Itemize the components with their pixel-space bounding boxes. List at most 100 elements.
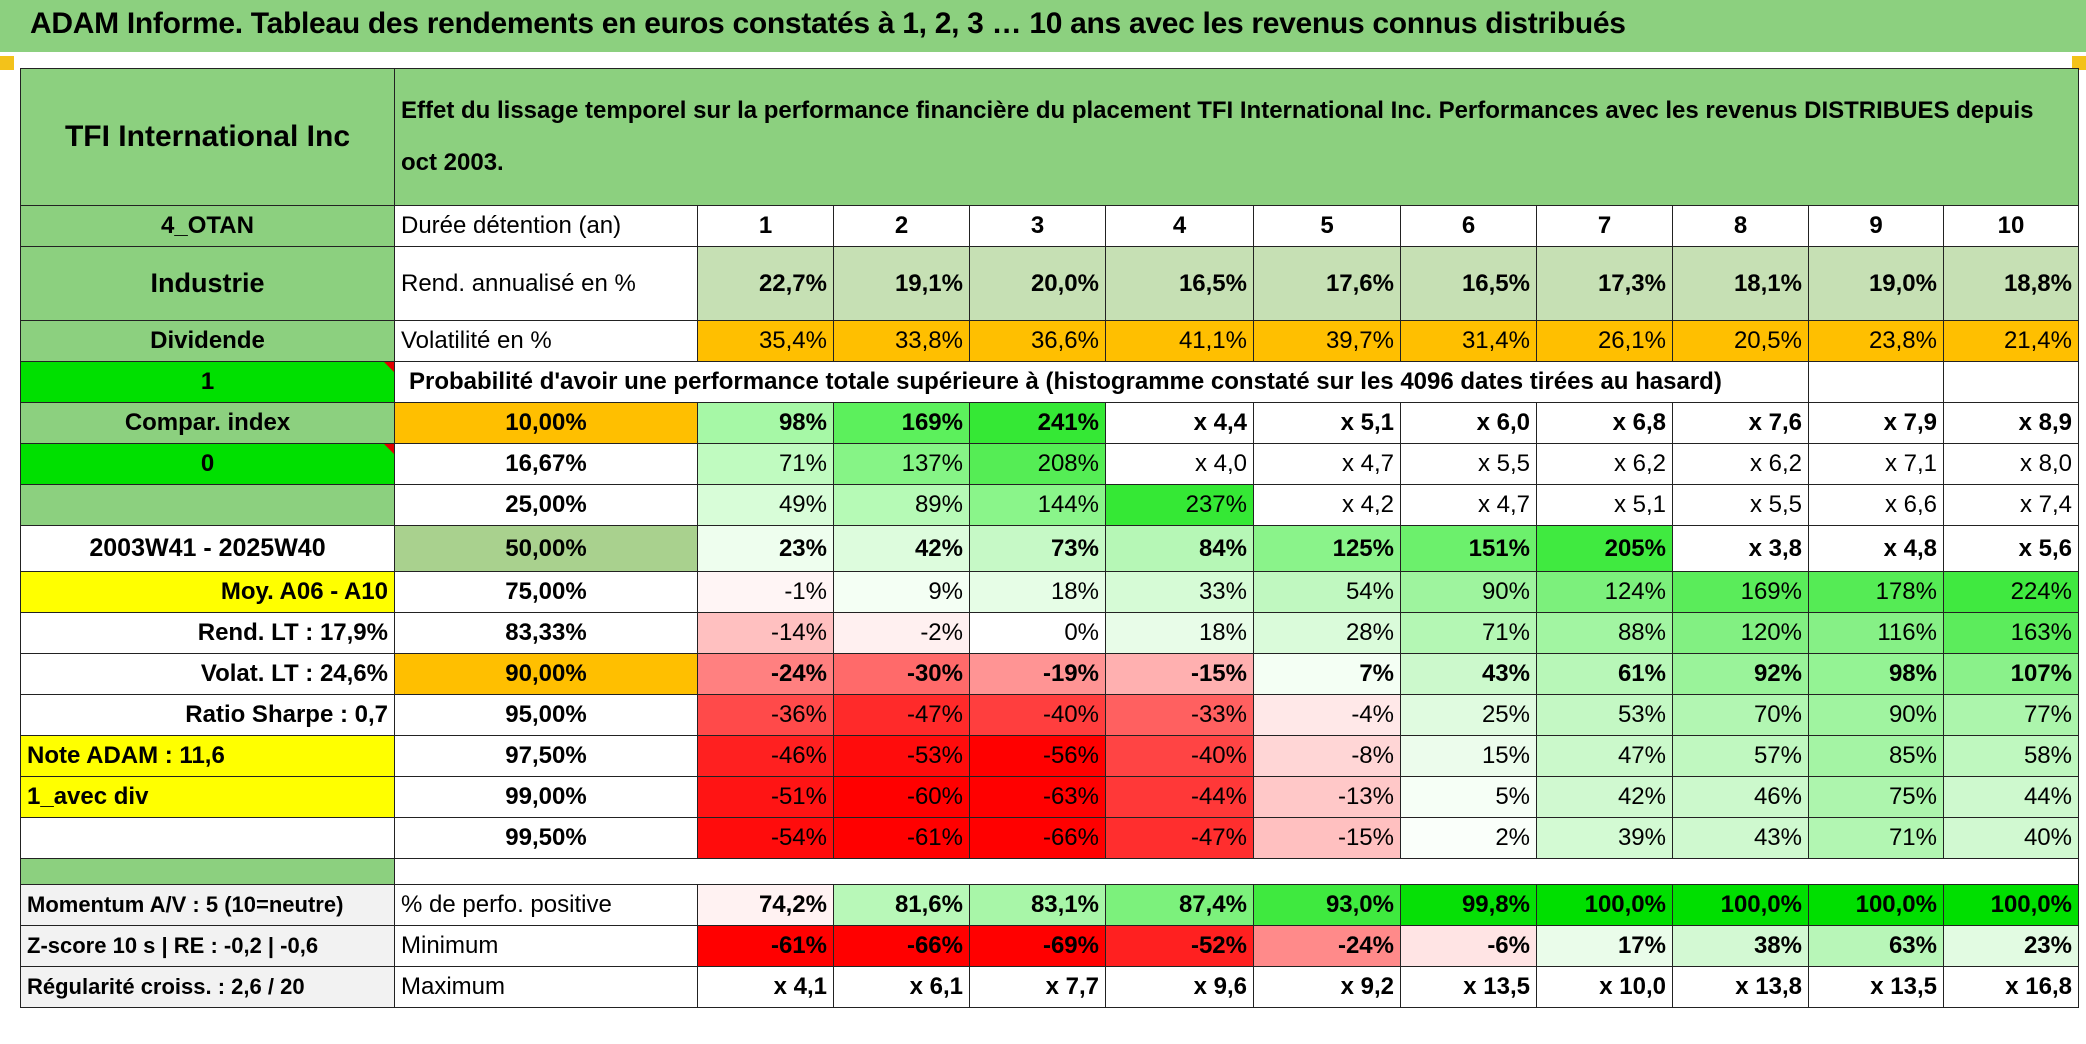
probability-value: 208% [969,443,1106,485]
positive-value: 100,0% [1943,884,2079,926]
probability-value: 70% [1672,694,1809,736]
duration-header: 8 [1672,205,1809,247]
probability-value: -30% [833,653,970,695]
maximum-value: x 9,6 [1105,966,1254,1008]
duration-header: 5 [1253,205,1401,247]
report-title: ADAM Informe. Tableau des rendements en … [30,7,1626,40]
probability-value: x 6,6 [1808,484,1944,526]
probability-value: x 5,5 [1672,484,1809,526]
company-name: TFI International Inc [20,68,395,206]
probability-value: -54% [697,817,834,859]
probability-title: Probabilité d'avoir une performance tota… [394,361,1809,403]
probability-value: 71% [1808,817,1944,859]
probability-value: 84% [1105,525,1254,572]
dividend-label: Dividende [20,320,395,362]
probability-value: x 5,5 [1400,443,1537,485]
probability-value: 75% [1808,776,1944,818]
maximum-value: x 6,1 [833,966,970,1008]
probability-value: x 6,2 [1536,443,1673,485]
probability-value: -36% [697,694,834,736]
maximum-label: Maximum [394,966,698,1008]
probability-value: -33% [1105,694,1254,736]
probability-value: 178% [1808,571,1944,613]
probability-value: -40% [1105,735,1254,777]
maximum-value: x 13,5 [1808,966,1944,1008]
volatility-value: 35,4% [697,320,834,362]
sector-label: Industrie [20,246,395,321]
minimum-value: 23% [1943,925,2079,967]
probability-value: -47% [1105,817,1254,859]
probability-value: -44% [1105,776,1254,818]
minimum-value: 17% [1536,925,1673,967]
momentum-label: Momentum A/V : 5 (10=neutre) [20,884,395,926]
probability-value: x 6,2 [1672,443,1809,485]
return-value: 18,8% [1943,246,2079,321]
compar-index-value: 0 [20,443,395,485]
probability-value: x 4,7 [1253,443,1401,485]
probability-value: x 7,9 [1808,402,1944,444]
probability-value: 224% [1943,571,2079,613]
empty-cell [1943,361,2079,403]
return-value: 19,1% [833,246,970,321]
volatility-value: 21,4% [1943,320,2079,362]
probability-value: -47% [833,694,970,736]
probability-value: -53% [833,735,970,777]
probability-threshold: 50,00% [394,525,698,572]
probability-value: 124% [1536,571,1673,613]
probability-value: 5% [1400,776,1537,818]
probability-threshold: 16,67% [394,443,698,485]
duration-header: 3 [969,205,1106,247]
probability-value: -63% [969,776,1106,818]
probability-value: 88% [1536,612,1673,654]
probability-threshold: 97,50% [394,735,698,777]
duration-label: Durée détention (an) [394,205,698,247]
corner-marker [2072,56,2086,70]
probability-value: -14% [697,612,834,654]
probability-value: -60% [833,776,970,818]
return-value: 18,1% [1672,246,1809,321]
probability-value: 23% [697,525,834,572]
probability-value: 40% [1943,817,2079,859]
probability-value: -56% [969,735,1106,777]
probability-value: -2% [833,612,970,654]
period-label: 2003W41 - 2025W40 [20,525,395,572]
positive-value: 93,0% [1253,884,1401,926]
probability-value: -66% [969,817,1106,859]
probability-value: -15% [1253,817,1401,859]
corner-marker [0,56,14,70]
probability-value: x 4,8 [1808,525,1944,572]
positive-value: 74,2% [697,884,834,926]
maximum-value: x 10,0 [1536,966,1673,1008]
probability-value: -1% [697,571,834,613]
positive-value: 83,1% [969,884,1106,926]
probability-value: 15% [1400,735,1537,777]
return-value: 16,5% [1400,246,1537,321]
average-label: Moy. A06 - A10 [20,571,395,613]
probability-value: 77% [1943,694,2079,736]
positive-value: 100,0% [1536,884,1673,926]
return-value: 17,6% [1253,246,1401,321]
probability-value: x 6,8 [1536,402,1673,444]
probability-value: 33% [1105,571,1254,613]
probability-value: 43% [1400,653,1537,695]
probability-value: 54% [1253,571,1401,613]
return-value: 19,0% [1808,246,1944,321]
minimum-value: -6% [1400,925,1537,967]
probability-threshold: 75,00% [394,571,698,613]
probability-value: 58% [1943,735,2079,777]
probability-value: 205% [1536,525,1673,572]
empty-cell [20,817,395,859]
probability-value: 42% [1536,776,1673,818]
probability-value: 125% [1253,525,1401,572]
probability-threshold: 99,00% [394,776,698,818]
spacer-cell [394,858,2079,885]
probability-value: 2% [1400,817,1537,859]
probability-value: 90% [1400,571,1537,613]
long-term-volatility: Volat. LT : 24,6% [20,653,395,695]
probability-value: 98% [1808,653,1944,695]
minimum-value: -66% [833,925,970,967]
probability-value: 71% [697,443,834,485]
duration-header: 6 [1400,205,1537,247]
return-value: 20,0% [969,246,1106,321]
rend-label: Rend. annualisé en % [394,246,698,321]
